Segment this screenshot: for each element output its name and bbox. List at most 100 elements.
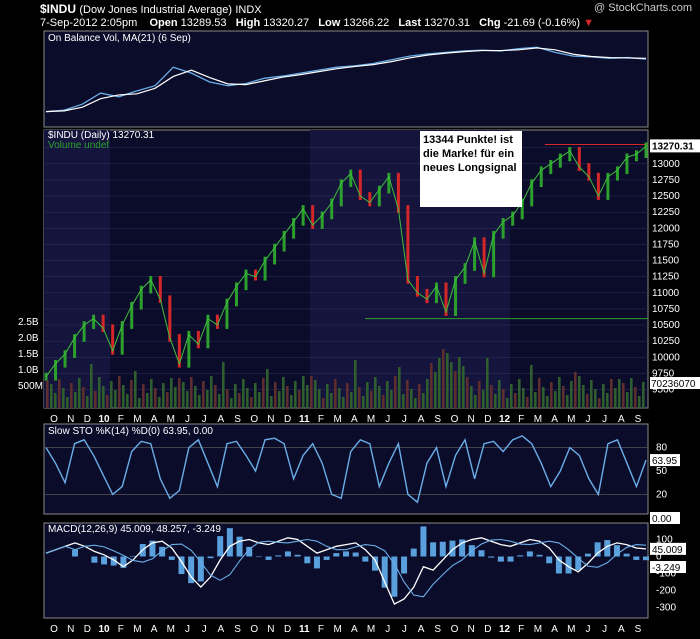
volume-bar [398,367,401,408]
volume-bar [194,386,197,408]
volume-bar [406,380,409,408]
macd-histogram-bar [623,553,630,557]
macd-tick-1: 0 [656,552,662,563]
volume-bar [318,389,321,408]
month-top-tick: A [551,414,558,425]
month-bottom-tick: A [151,624,158,635]
volume-bar [258,392,261,408]
volume-bar [590,380,593,408]
volume-bar [618,379,621,408]
volume-bar [262,378,265,408]
month-top-tick: O [451,414,459,425]
month-top-tick: A [151,414,158,425]
month-bottom-tick: A [218,624,225,635]
month-top-tick: 10 [98,414,110,425]
volume-bar [306,385,309,408]
macd-histogram-bar [101,556,108,565]
month-top-tick: J [202,414,207,425]
volume-bar [310,376,313,408]
volume-bar [138,398,141,408]
macd-histogram-bar [294,554,301,557]
volume-bar [294,381,297,408]
volume-bar [594,389,597,408]
price-tick-1: 9750 [652,368,675,379]
volume-tick-4: 500M [18,381,43,392]
volume-bar [210,376,213,408]
month-bottom-tick: M [367,624,375,635]
month-top-tick: J [602,414,607,425]
macd-hist-label: -3.249 [652,563,681,574]
exchange: INDX [235,4,262,16]
volume-bar [66,397,69,408]
volume-bar [266,369,269,408]
down-arrow-icon: ▼ [583,17,595,29]
macd-histogram-bar [575,556,582,571]
month-bottom-tick: M [567,624,575,635]
volume-bar [74,392,77,408]
low-value: 13266.22 [343,17,390,29]
volume-bar [278,391,281,408]
month-bottom-tick: J [185,624,190,635]
macd-histogram-bar [130,555,137,557]
volume-bar [626,392,629,408]
volume-bar [298,390,301,408]
macd-histogram-bar [168,556,175,560]
macd-histogram-bar [430,542,437,557]
volume-tick-0: 2.5B [18,317,39,328]
macd-tick-2: -100 [656,569,676,580]
macd-histogram-bar [91,556,98,563]
volume-bar [50,384,53,408]
volume-bar [362,396,365,408]
macd-histogram-bar [517,555,524,557]
price-tick-0: 9500 [652,385,675,396]
volume-bar [270,396,273,408]
month-bottom-tick: 12 [499,624,511,635]
macd-histogram-bar [110,556,117,566]
open-label: Open [149,17,178,29]
month-bottom-tick: J [585,624,590,635]
macd-histogram-bar [420,526,427,557]
month-top-tick: J [185,414,190,425]
macd-histogram-bar [381,556,388,588]
macd-histogram-bar [565,556,572,574]
volume-bar [230,398,233,408]
volume-bar [98,377,101,408]
volume-bar [534,392,537,408]
volume-bar [214,385,217,408]
annotation-note: 13344 Punkte! ist die Marke! für ein neu… [420,131,522,207]
last-value: 13270.31 [424,17,470,29]
volume-bar [82,387,85,408]
month-bottom-tick: O [451,624,459,635]
volume-bar [562,386,565,408]
macd-histogram-bar [323,556,330,560]
macd-histogram-bar [439,541,446,557]
volume-bar [510,384,513,408]
month-top-tick: F [318,414,324,425]
month-top-tick: F [118,414,124,425]
volume-bar [290,395,293,408]
macd-histogram-bar [149,540,156,557]
volume-bar [90,364,93,408]
month-bottom-tick: O [50,624,58,635]
volume-bar [102,386,105,408]
month-top-tick: D [84,414,91,425]
volume-bar [174,387,177,408]
quote-date: 7-Sep-2012 2:05pm [40,17,138,29]
month-bottom-tick: J [602,624,607,635]
macd-tick-3: -200 [656,586,676,597]
macd-histogram-bar [507,556,514,562]
volume-bar [374,377,377,408]
volume-bar [542,387,545,408]
volume-bar [238,393,241,408]
month-bottom-tick: N [67,624,74,635]
volume-bar [558,377,561,408]
volume-bar [222,362,225,408]
volume-bar [442,349,445,408]
month-bottom-tick: A [418,624,425,635]
volume-bar [86,396,89,408]
month-top-tick: O [50,414,58,425]
macd-hist-box [650,561,686,574]
price-last-box [650,139,700,153]
volume-bar [470,386,473,408]
volume-bar [454,371,457,408]
